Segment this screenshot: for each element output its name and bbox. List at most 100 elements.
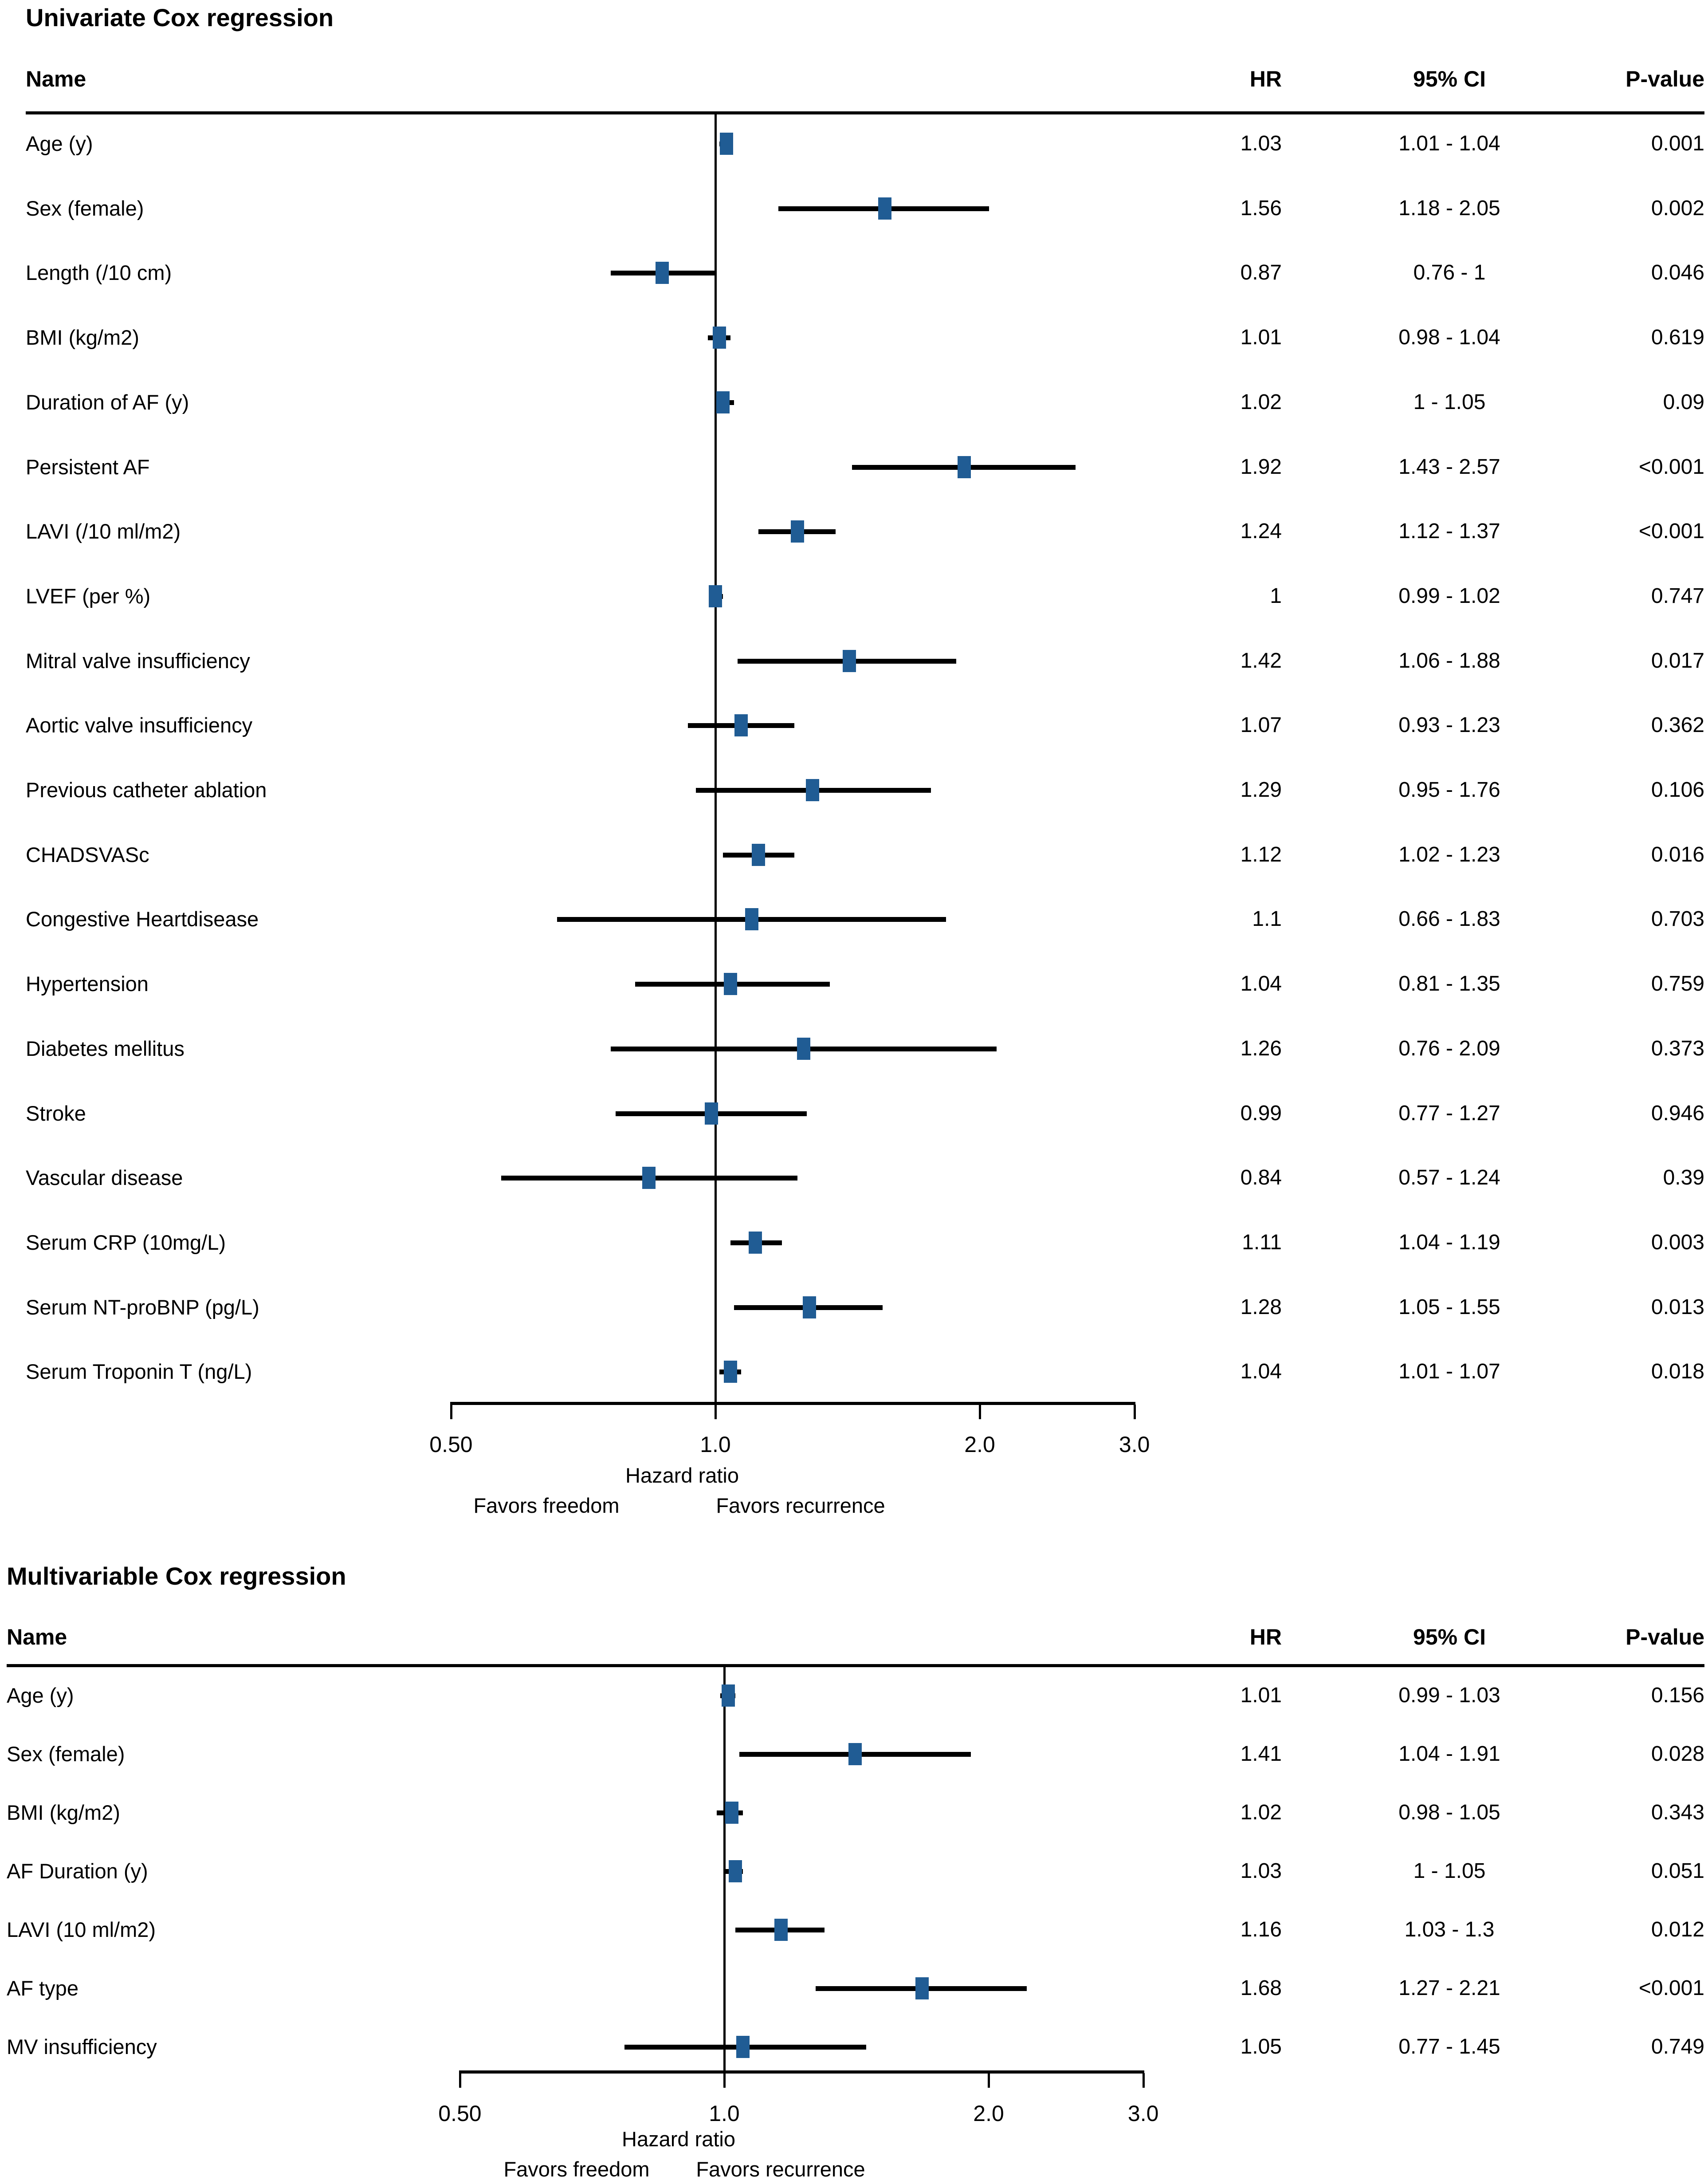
- hr-marker: [725, 1802, 739, 1824]
- hr-marker: [709, 585, 722, 607]
- axis-tick-label: 3.0: [1119, 1432, 1150, 1457]
- axis-tick: [1133, 1405, 1136, 1419]
- hr-marker: [729, 1860, 742, 1882]
- hr-value: 1.41: [1240, 1742, 1282, 1766]
- axis-tick-label: 0.50: [438, 2101, 482, 2126]
- hr-marker: [790, 520, 804, 543]
- ci-value: 1.18 - 2.05: [1398, 196, 1500, 220]
- hr-marker: [716, 391, 730, 413]
- p-value: 0.703: [1651, 907, 1704, 931]
- hr-value: 1.01: [1240, 326, 1282, 350]
- p-value: 0.156: [1651, 1684, 1704, 1707]
- hr-marker: [748, 1231, 762, 1254]
- row-label: Serum CRP (10mg/L): [26, 1230, 226, 1254]
- hr-value: 1.03: [1240, 132, 1282, 155]
- ci-value: 1 - 1.05: [1413, 1859, 1486, 1883]
- reference-line: [715, 114, 717, 1403]
- hr-value: 1.16: [1240, 1918, 1282, 1941]
- ci-value: 1.04 - 1.19: [1398, 1230, 1500, 1254]
- p-value: 0.373: [1651, 1036, 1704, 1060]
- ci-value: 0.76 - 1: [1413, 261, 1486, 285]
- hr-marker: [705, 1102, 719, 1125]
- row-label: Persistent AF: [26, 455, 150, 479]
- ci-value: 0.81 - 1.35: [1398, 972, 1500, 996]
- axis-tick: [450, 1405, 452, 1419]
- p-value: 0.028: [1651, 1742, 1704, 1766]
- p-value: <0.001: [1638, 1976, 1704, 2000]
- p-value: 0.012: [1651, 1918, 1704, 1941]
- hr-marker: [957, 456, 971, 478]
- favors-recurrence-label: Favors recurrence: [696, 2157, 865, 2181]
- hr-marker: [803, 1296, 817, 1318]
- axis-tick: [1142, 2073, 1145, 2088]
- row-label: LAVI (/10 ml/m2): [26, 519, 181, 543]
- row-label: Hypertension: [26, 972, 149, 996]
- row-label: Sex (female): [26, 196, 144, 220]
- ci-value: 1.27 - 2.21: [1398, 1976, 1500, 2000]
- hr-value: 1.12: [1240, 842, 1282, 866]
- p-value: 0.051: [1651, 1859, 1704, 1883]
- hr-marker: [723, 973, 737, 996]
- axis-tick-label: 1.0: [709, 2101, 740, 2126]
- x-axis-label: Hazard ratio: [625, 1464, 739, 1487]
- axis-tick: [723, 2073, 726, 2088]
- hr-value: 1.05: [1240, 2035, 1282, 2058]
- p-value: 0.002: [1651, 196, 1704, 220]
- p-value: 0.046: [1651, 261, 1704, 285]
- hr-marker: [745, 908, 758, 931]
- axis-tick-label: 2.0: [973, 2101, 1004, 2126]
- hr-value: 0.84: [1240, 1166, 1282, 1190]
- hr-marker: [712, 327, 726, 349]
- p-value: 0.003: [1651, 1230, 1704, 1254]
- row-label: MV insufficiency: [7, 2035, 157, 2058]
- axis-tick: [715, 1405, 717, 1419]
- ci-value: 1.04 - 1.91: [1398, 1742, 1500, 1766]
- column-header-ci: 95% CI: [1413, 67, 1486, 91]
- hr-value: 1.68: [1240, 1976, 1282, 2000]
- hr-value: 1.04: [1240, 1360, 1282, 1384]
- hr-value: 0.87: [1240, 261, 1282, 285]
- ci-value: 1.43 - 2.57: [1398, 455, 1500, 479]
- p-value: 0.017: [1651, 649, 1704, 673]
- column-header-pvalue: P-value: [1626, 1625, 1704, 1649]
- axis-tick-label: 0.50: [429, 1432, 473, 1457]
- row-label: Serum NT-proBNP (pg/L): [26, 1295, 259, 1319]
- header-rule: [26, 111, 1704, 114]
- row-label: LAVI (10 ml/m2): [7, 1918, 156, 1941]
- row-label: BMI (kg/m2): [26, 326, 139, 350]
- p-value: 0.018: [1651, 1360, 1704, 1384]
- row-label: Age (y): [26, 132, 93, 155]
- hr-value: 1.03: [1240, 1859, 1282, 1883]
- hr-marker: [721, 1684, 735, 1707]
- row-label: BMI (kg/m2): [7, 1801, 120, 1824]
- hr-value: 1.04: [1240, 972, 1282, 996]
- row-label: Stroke: [26, 1101, 86, 1125]
- p-value: 0.747: [1651, 584, 1704, 608]
- ci-value: 0.93 - 1.23: [1398, 713, 1500, 737]
- hr-value: 1.29: [1240, 778, 1282, 802]
- row-label: LVEF (per %): [26, 584, 151, 608]
- hr-marker: [842, 649, 856, 672]
- hr-marker: [656, 262, 669, 284]
- favors-freedom-label: Favors freedom: [473, 1494, 620, 1517]
- axis-tick-label: 1.0: [700, 1432, 731, 1457]
- row-label: Sex (female): [7, 1742, 125, 1766]
- hr-value: 1.28: [1240, 1295, 1282, 1319]
- p-value: 0.749: [1651, 2035, 1704, 2058]
- ci-value: 1.12 - 1.37: [1398, 519, 1500, 543]
- ci-value: 1.06 - 1.88: [1398, 649, 1500, 673]
- axis-tick-label: 3.0: [1127, 2101, 1159, 2126]
- favors-recurrence-label: Favors recurrence: [716, 1494, 885, 1517]
- hr-marker: [797, 1037, 810, 1060]
- row-label: Congestive Heartdisease: [26, 907, 259, 931]
- hr-value: 1.01: [1240, 1684, 1282, 1707]
- hr-value: 1.42: [1240, 649, 1282, 673]
- p-value: <0.001: [1638, 519, 1704, 543]
- ci-value: 1.01 - 1.04: [1398, 132, 1500, 155]
- ci-value: 1 - 1.05: [1413, 390, 1486, 414]
- hr-value: 1.24: [1240, 519, 1282, 543]
- column-header-name: Name: [7, 1625, 67, 1649]
- column-header-name: Name: [26, 67, 86, 91]
- row-label: CHADSVASc: [26, 842, 149, 866]
